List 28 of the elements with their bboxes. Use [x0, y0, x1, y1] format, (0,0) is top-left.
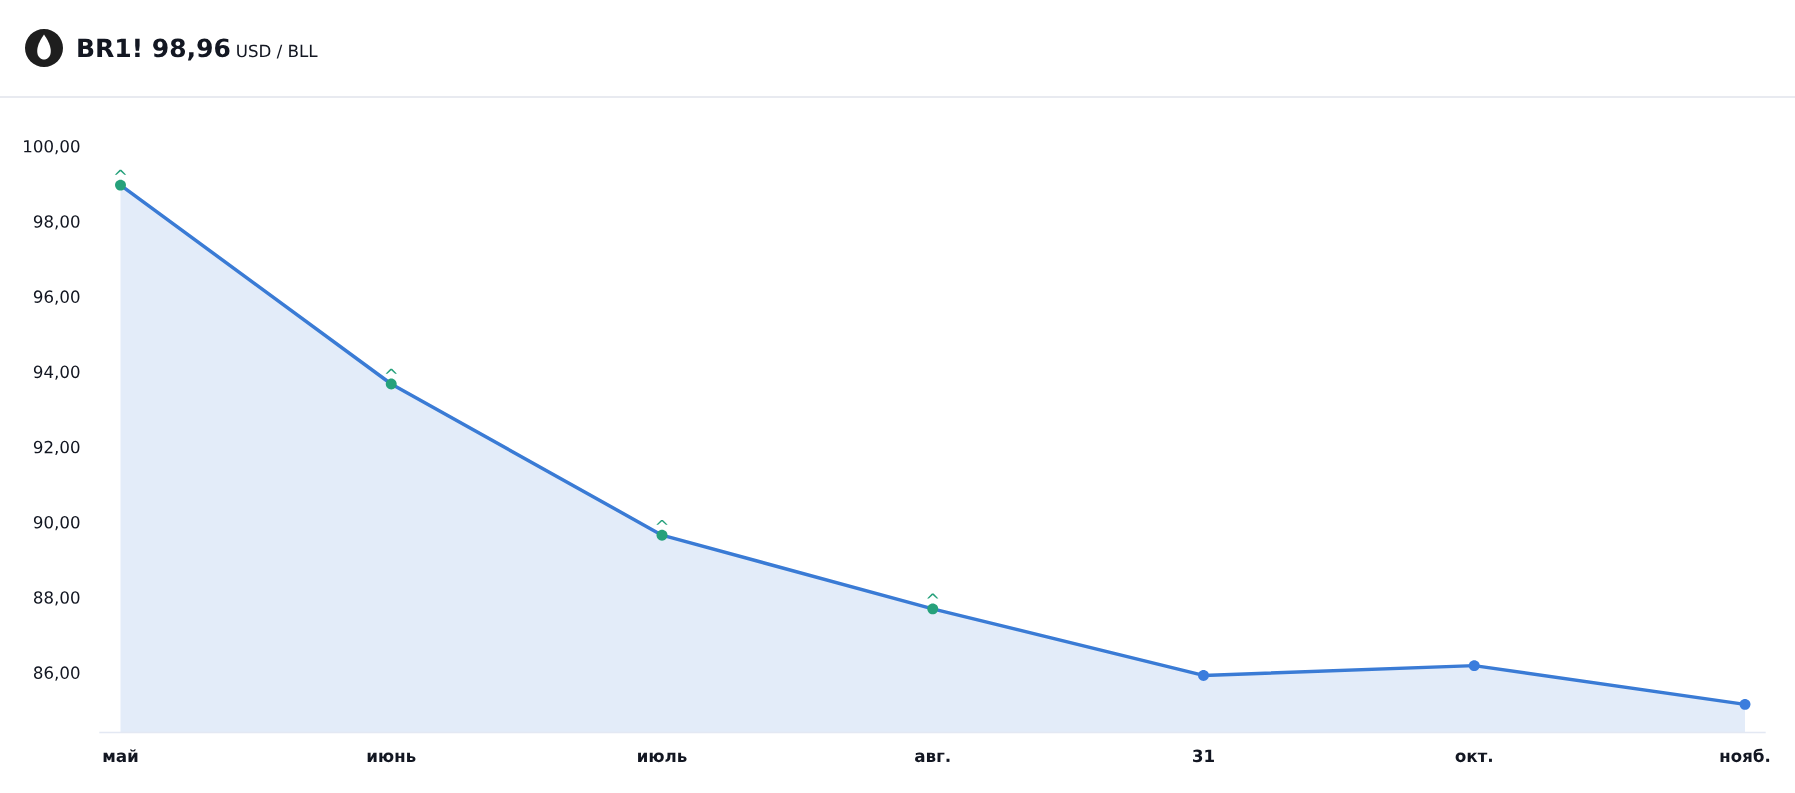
- x-tick-label: 31: [1193, 749, 1214, 763]
- point: [656, 529, 668, 541]
- x-tick-label: авг.: [915, 752, 950, 763]
- annotation: ^: [385, 368, 397, 374]
- point: [927, 603, 939, 615]
- y-tick-label: 86,00: [33, 666, 80, 681]
- y-tick-label: 92,00: [33, 440, 80, 456]
- y-tick-label: 100,00: [24, 139, 80, 155]
- y-tick-label: 96,00: [33, 290, 80, 305]
- x-tick-label: июль: [638, 752, 687, 763]
- chart-subtitle: USD / BLL: [237, 44, 318, 59]
- annotation: ^: [114, 169, 127, 175]
- x-tick-label: окт.: [1455, 752, 1492, 763]
- x-tick-label: май: [103, 749, 138, 763]
- point: [385, 378, 397, 390]
- point: [1198, 669, 1209, 681]
- y-tick-label: 90,00: [33, 515, 80, 531]
- y-tick-label: 98,00: [33, 215, 80, 230]
- y-tick-label: 88,00: [33, 591, 80, 606]
- annotation: ^: [927, 593, 939, 599]
- annotation: ^: [656, 519, 668, 525]
- chart-title: BR1! 98,96: [78, 38, 230, 61]
- point: [1468, 660, 1480, 672]
- point: [115, 179, 126, 191]
- x-tick-label: июнь: [367, 752, 416, 763]
- point: [1739, 698, 1751, 710]
- x-tick-label: нояб.: [1720, 748, 1770, 763]
- y-tick-label: 94,00: [33, 365, 80, 380]
